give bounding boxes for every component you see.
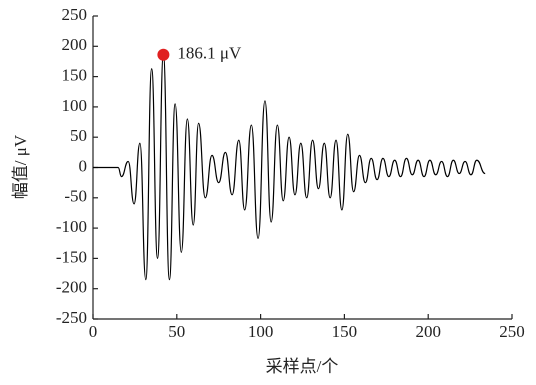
y-tick-label: -150 [56, 247, 87, 266]
x-tick-label: 0 [89, 322, 98, 341]
x-tick-label: 150 [332, 322, 358, 341]
y-tick-label: 0 [79, 156, 88, 175]
x-tick-label: 200 [415, 322, 441, 341]
y-tick-label: -100 [56, 217, 87, 236]
y-tick-label: -250 [56, 308, 87, 327]
y-tick-label: 50 [70, 126, 87, 145]
peak-label: 186.1 μV [177, 44, 242, 63]
y-tick-label: 150 [62, 66, 88, 85]
y-axis-label: 幅值/ μV [11, 134, 30, 199]
peak-marker [157, 48, 170, 61]
y-tick-label: -200 [56, 278, 87, 297]
y-tick-label: 100 [62, 96, 88, 115]
y-tick-label: -50 [64, 187, 87, 206]
x-tick-label: 250 [499, 322, 525, 341]
x-tick-label: 50 [168, 322, 185, 341]
waveform-line [93, 54, 486, 281]
x-tick-label: 100 [248, 322, 274, 341]
y-tick-label: 200 [62, 35, 88, 54]
x-axis-label: 采样点/个 [266, 357, 339, 376]
y-tick-label: 250 [62, 5, 88, 24]
